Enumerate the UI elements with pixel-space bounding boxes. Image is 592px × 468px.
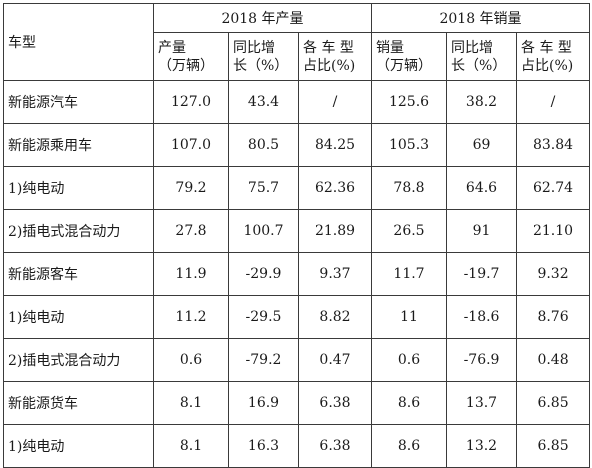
sales-group-header: 2018 年销量 xyxy=(371,3,591,33)
sales-qty-header-line2: （万辆） xyxy=(376,57,433,74)
production-qty-cell: 27.8 xyxy=(153,209,229,253)
production-share-cell: 6.38 xyxy=(297,424,373,468)
sales-yoy-cell: 69 xyxy=(446,123,518,167)
production-share-cell: / xyxy=(297,80,373,124)
table-row: 新能源货车 8.1 16.9 6.38 8.6 13.7 6.85 xyxy=(3,381,591,425)
sales-qty-cell: 8.6 xyxy=(371,424,448,468)
sales-share-cell: 6.85 xyxy=(516,424,591,468)
production-yoy-cell: 100.7 xyxy=(228,209,299,253)
sales-yoy-cell: 38.2 xyxy=(446,80,518,124)
production-qty-cell: 8.1 xyxy=(153,424,229,468)
production-yoy-cell: -29.5 xyxy=(228,295,299,339)
sales-qty-cell: 78.8 xyxy=(371,166,448,210)
production-share-header-line2: 占比(%) xyxy=(303,57,356,74)
sales-qty-cell: 11.7 xyxy=(371,252,448,296)
sales-yoy-header: 同比增 长（%） xyxy=(446,32,518,81)
sales-yoy-cell: -76.9 xyxy=(446,338,518,382)
production-qty-header: 产量 （万辆） xyxy=(153,32,229,81)
production-share-header: 各 车 型 占比(%) xyxy=(297,32,373,81)
sales-yoy-cell: 13.7 xyxy=(446,381,518,425)
sales-yoy-cell: -18.6 xyxy=(446,295,518,339)
row-vehicle-type: 新能源乘用车 xyxy=(3,123,154,167)
sales-yoy-cell: -19.7 xyxy=(446,252,518,296)
row-vehicle-type: 新能源汽车 xyxy=(3,80,154,124)
production-yoy-cell: -79.2 xyxy=(228,338,299,382)
ev-production-sales-table: 车型 2018 年产量 2018 年销量 产量 （万辆） 同比增 长（%） 各 … xyxy=(3,3,591,468)
production-qty-cell: 8.1 xyxy=(153,381,229,425)
sales-qty-cell: 8.6 xyxy=(371,381,448,425)
production-yoy-cell: 80.5 xyxy=(228,123,299,167)
production-qty-cell: 79.2 xyxy=(153,166,229,210)
production-qty-cell: 0.6 xyxy=(153,338,229,382)
table-row: 新能源汽车 127.0 43.4 / 125.6 38.2 / xyxy=(3,80,591,124)
sales-share-cell: 83.84 xyxy=(516,123,591,167)
production-yoy-header-line1: 同比增 xyxy=(233,39,275,56)
production-qty-header-line2: （万辆） xyxy=(158,57,214,74)
sales-share-cell: 9.32 xyxy=(516,252,591,296)
table-row: 2)插电式混合动力 27.8 100.7 21.89 26.5 91 21.10 xyxy=(3,209,591,253)
sales-share-cell: 8.76 xyxy=(516,295,591,339)
sales-share-cell: / xyxy=(516,80,591,124)
sales-qty-header: 销量 （万辆） xyxy=(371,32,448,81)
table-container: 车型 2018 年产量 2018 年销量 产量 （万辆） 同比增 长（%） 各 … xyxy=(3,3,591,468)
production-yoy-cell: 75.7 xyxy=(228,166,299,210)
sales-share-header-line2: 占比(%) xyxy=(521,57,574,74)
production-share-cell: 8.82 xyxy=(297,295,373,339)
row-vehicle-type: 2)插电式混合动力 xyxy=(3,338,154,382)
sales-share-cell: 62.74 xyxy=(516,166,591,210)
sales-yoy-cell: 91 xyxy=(446,209,518,253)
production-share-cell: 62.36 xyxy=(297,166,373,210)
production-share-cell: 6.38 xyxy=(297,381,373,425)
header-sub-row: 产量 （万辆） 同比增 长（%） 各 车 型 占比(%) 销量 （万辆） 同比增 xyxy=(4,32,591,81)
row-vehicle-type: 1)纯电动 xyxy=(3,295,154,339)
production-share-header-line1: 各 车 型 xyxy=(303,39,354,56)
production-share-cell: 0.47 xyxy=(297,338,373,382)
sales-qty-cell: 11 xyxy=(371,295,448,339)
sales-qty-cell: 0.6 xyxy=(371,338,448,382)
sales-yoy-cell: 64.6 xyxy=(446,166,518,210)
table-row: 1)纯电动 79.2 75.7 62.36 78.8 64.6 62.74 xyxy=(3,166,591,210)
row-vehicle-type: 新能源货车 xyxy=(3,381,154,425)
sales-share-header-line1: 各 车 型 xyxy=(521,39,572,56)
production-yoy-header-line2: 长（%） xyxy=(233,57,289,74)
production-yoy-cell: -29.9 xyxy=(228,252,299,296)
table-row: 新能源乘用车 107.0 80.5 84.25 105.3 69 83.84 xyxy=(3,123,591,167)
row-vehicle-type: 1)纯电动 xyxy=(3,424,154,468)
sales-share-cell: 0.48 xyxy=(516,338,591,382)
production-qty-cell: 107.0 xyxy=(153,123,229,167)
production-qty-cell: 11.2 xyxy=(153,295,229,339)
sales-qty-cell: 125.6 xyxy=(371,80,448,124)
row-vehicle-type: 2)插电式混合动力 xyxy=(3,209,154,253)
row-vehicle-type: 1)纯电动 xyxy=(3,166,154,210)
sales-share-cell: 6.85 xyxy=(516,381,591,425)
table-row: 新能源客车 11.9 -29.9 9.37 11.7 -19.7 9.32 xyxy=(3,252,591,296)
sales-yoy-cell: 13.2 xyxy=(446,424,518,468)
production-share-cell: 84.25 xyxy=(297,123,373,167)
production-qty-header-line1: 产量 xyxy=(158,39,186,56)
production-share-cell: 21.89 xyxy=(297,209,373,253)
production-yoy-cell: 43.4 xyxy=(228,80,299,124)
production-yoy-header: 同比增 长（%） xyxy=(228,32,299,81)
production-yoy-cell: 16.3 xyxy=(228,424,299,468)
table-row: 1)纯电动 11.2 -29.5 8.82 11 -18.6 8.76 xyxy=(3,295,591,339)
production-qty-cell: 127.0 xyxy=(153,80,229,124)
header-group-row: 车型 2018 年产量 2018 年销量 xyxy=(3,3,591,81)
sales-yoy-header-line2: 长（%） xyxy=(451,57,507,74)
table-row: 2)插电式混合动力 0.6 -79.2 0.47 0.6 -76.9 0.48 xyxy=(3,338,591,382)
sales-qty-cell: 26.5 xyxy=(371,209,448,253)
production-qty-cell: 11.9 xyxy=(153,252,229,296)
sales-share-cell: 21.10 xyxy=(516,209,591,253)
production-group-header: 2018 年产量 xyxy=(152,3,373,33)
sales-share-header: 各 车 型 占比(%) xyxy=(516,32,591,81)
production-yoy-cell: 16.9 xyxy=(228,381,299,425)
row-vehicle-type: 新能源客车 xyxy=(3,252,154,296)
sales-yoy-header-line1: 同比增 xyxy=(451,39,494,56)
sales-qty-header-line1: 销量 xyxy=(376,39,405,56)
table-row: 1)纯电动 8.1 16.3 6.38 8.6 13.2 6.85 xyxy=(3,424,591,468)
vehicle-type-header: 车型 xyxy=(3,3,154,81)
production-share-cell: 9.37 xyxy=(297,252,373,296)
sales-qty-cell: 105.3 xyxy=(371,123,448,167)
